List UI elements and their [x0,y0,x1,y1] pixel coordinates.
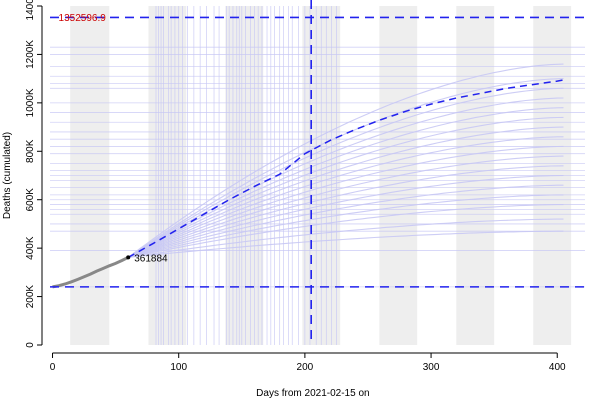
x-axis-title: Days from 2021-02-15 on [256,388,369,399]
ensemble-curve-16 [127,63,564,258]
observed-end-label: 361884 [134,253,168,264]
ensemble-curve-9 [127,136,564,258]
ensemble-curve-15 [127,78,564,258]
y-tick-label-4: 800K [25,139,36,163]
ensemble-curve-8 [127,145,564,258]
ensemble-curve-1 [128,218,564,258]
ensemble-curve-14 [127,87,564,258]
axes: 0 100 200 300 400 0 200K 400K 600K 800K 1000K 1200K… [25,0,566,373]
y-tick-label-6: 1200K [25,40,36,69]
x-tick-label-0: 0 [50,362,56,373]
ensemble-curve-0 [128,230,564,258]
y-tick-label-5: 1000K [25,88,36,117]
x-tick-label-2: 200 [297,362,314,373]
annotations: 1352596.9 361884 [59,13,169,264]
x-tick-label-4: 400 [549,362,566,373]
upper-reference-label: 1352596.9 [59,13,107,24]
y-tick-label-1: 200K [25,285,36,309]
ensemble-curve-7 [127,155,564,258]
ensemble-curve-6 [128,165,564,258]
series-forecast-line [127,79,564,259]
y-tick-label-3: 600K [25,188,36,212]
y-tick-label-7: 1400K [25,0,36,20]
ensemble-curve-3 [128,194,564,258]
series-observed-line [52,256,129,289]
y-tick-label-2: 400K [25,236,36,260]
ensemble-curve-2 [128,204,564,258]
y-axis-title: Deaths (cumulated) [2,132,13,219]
ensemble-curve-11 [127,116,564,258]
ensemble-curve-13 [127,97,564,258]
reference-lines [50,0,585,345]
ensemble-curve-5 [128,174,564,258]
series-layer [52,79,564,289]
ensemble-lines [50,6,585,345]
y-tick-label-0: 0 [25,342,36,348]
x-tick-label-3: 300 [423,362,440,373]
ensemble-curve-12 [127,107,564,258]
x-tick-label-1: 100 [170,362,187,373]
ensemble-curve-4 [128,184,564,258]
ensemble-curve-10 [127,126,564,258]
observed-end-marker [126,255,131,260]
